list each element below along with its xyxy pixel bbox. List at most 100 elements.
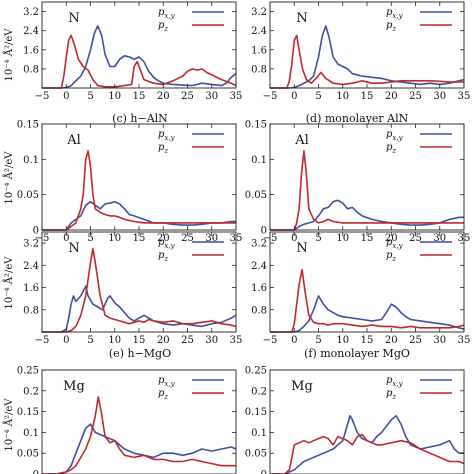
ytick-label: 0.8: [23, 64, 39, 75]
series-pxy-row1-left: [42, 25, 237, 89]
legend-subscript: x,y: [164, 12, 175, 20]
ytick-label: 0.2: [23, 386, 39, 397]
ytick-label: 1.6: [23, 283, 39, 294]
ytick-label: 2.4: [251, 26, 267, 37]
ytick-label: 3.2: [23, 7, 39, 18]
xtick-label: 25: [181, 335, 194, 346]
ytick-label: 0.25: [245, 366, 267, 377]
legend-subscript: x,y: [164, 242, 175, 250]
ytick-label: 0.1: [23, 155, 39, 166]
series-pxy-row2-right: [270, 199, 464, 231]
ytick-label: 0.1: [23, 428, 39, 439]
xtick-label: 0: [63, 233, 69, 244]
xtick-label: 0: [63, 335, 69, 346]
xtick-label: 15: [133, 91, 146, 102]
xtick-label: 10: [336, 233, 349, 244]
title-d: (d) monolayer AlN: [306, 112, 409, 125]
ytick-label: 0.05: [17, 449, 39, 460]
series-pxy-row1-right: [270, 25, 465, 89]
xtick-label: 20: [385, 335, 398, 346]
legend-subscript: x,y: [392, 12, 403, 20]
legend-subscript: x,y: [164, 134, 175, 142]
xtick-label: 15: [133, 233, 146, 244]
xtick-label: 30: [433, 335, 446, 346]
xtick-label: 30: [205, 335, 218, 346]
ytick-label: 0: [33, 470, 39, 474]
element-label-row4-right: Mg: [291, 379, 313, 394]
series-pz-row4-left: [42, 396, 236, 474]
ytick-label: 1.6: [251, 283, 267, 294]
xtick-label: 35: [458, 91, 471, 102]
ytick-label: 0.15: [245, 120, 267, 131]
xtick-label: −5: [35, 335, 50, 346]
xtick-label: 0: [291, 335, 297, 346]
legend-subscript: x,y: [164, 380, 175, 388]
ylabel-row4: 10⁻⁴ Å²/eV: [3, 398, 15, 452]
xtick-label: 20: [157, 335, 170, 346]
legend-subscript: z: [163, 25, 168, 33]
axes-frame-row4-left: [41, 369, 237, 474]
xtick-label: 30: [205, 233, 218, 244]
legend-label-pz: pz: [386, 388, 396, 401]
element-label-row3-left: N: [68, 241, 79, 256]
element-label-row4-left: Mg: [63, 379, 85, 394]
xtick-label: 5: [315, 233, 321, 244]
ytick-label: 3.2: [23, 239, 39, 250]
series-pxy-row4-left: [42, 423, 237, 474]
xtick-label: 20: [385, 91, 398, 102]
legend-subscript: z: [163, 147, 168, 155]
legend-subscript: x,y: [392, 242, 403, 250]
xtick-label: 35: [230, 91, 243, 102]
xtick-label: −5: [263, 91, 278, 102]
ylabel-row3: 10⁻⁴ Å²/eV: [3, 256, 15, 310]
ytick-label: 1.6: [23, 45, 39, 56]
ytick-label: 0.1: [251, 428, 267, 439]
title-f: (f) monolayer MgO: [304, 347, 410, 360]
ytick-label: 0.15: [17, 120, 39, 131]
legend-label-pz: pz: [158, 142, 168, 155]
xtick-label: 5: [87, 335, 93, 346]
series-pxy-row3-left: [42, 285, 237, 333]
xtick-label: 20: [385, 233, 398, 244]
title-e: (e) h−MgO: [109, 347, 171, 360]
xtick-label: 25: [409, 335, 422, 346]
series-pz-row4-right: [270, 433, 465, 474]
axes-frame-row4-right: [269, 369, 465, 474]
xtick-label: 10: [108, 335, 121, 346]
legend-subscript: z: [163, 255, 168, 263]
ytick-label: 0.8: [23, 305, 39, 316]
xtick-label: 15: [361, 233, 374, 244]
xtick-label: 25: [409, 233, 422, 244]
xtick-label: 10: [336, 335, 349, 346]
xtick-label: 25: [181, 91, 194, 102]
ytick-label: 0.2: [251, 386, 267, 397]
legend-label-pxy: px,y: [386, 375, 404, 388]
xtick-label: 15: [361, 91, 374, 102]
series-pz-row3-left: [42, 247, 237, 333]
xtick-label: 0: [63, 91, 69, 102]
xtick-label: 5: [87, 233, 93, 244]
xtick-label: 0: [291, 233, 297, 244]
legend-label-pxy: px,y: [158, 7, 176, 20]
legend-subscript: x,y: [392, 380, 403, 388]
xtick-label: 0: [291, 91, 297, 102]
ytick-label: 3.2: [251, 7, 267, 18]
title-c: (c) h−AlN: [112, 112, 168, 125]
element-label-row2-right: Al: [294, 133, 309, 148]
legend-label-pxy: px,y: [386, 129, 404, 142]
ytick-label: 2.4: [251, 261, 267, 272]
xtick-label: 30: [433, 233, 446, 244]
panel-row4-right: 0 0.05 0.1 0.15 0.2 0.25 Mg px,ypz: [245, 366, 465, 474]
xtick-label: 30: [433, 91, 446, 102]
xtick-label: 20: [157, 91, 170, 102]
ytick-label: 0: [33, 226, 39, 237]
legend-label-pz: pz: [386, 250, 396, 263]
legend-subscript: z: [391, 255, 396, 263]
xtick-label: 35: [230, 335, 243, 346]
ytick-label: 0: [261, 226, 267, 237]
